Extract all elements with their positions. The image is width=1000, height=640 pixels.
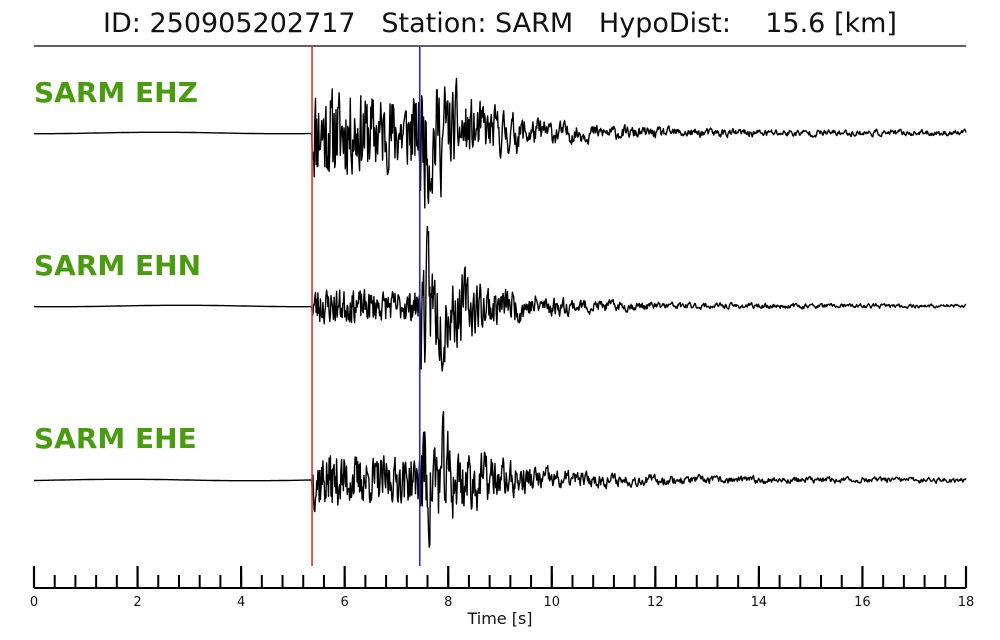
x-tick-label: 18 [958, 595, 975, 610]
channel-label: SARM EHN [34, 249, 201, 282]
time-axis: 0 2 4 6 8 10 12 14 16 18 [30, 566, 974, 610]
x-tick-label: 14 [751, 595, 768, 610]
x-tick-label: 16 [854, 595, 871, 610]
x-tick-label: 10 [544, 595, 561, 610]
x-axis-label: Time [s] [466, 609, 532, 628]
trace-group [33, 77, 967, 548]
waveform-trace [33, 77, 967, 209]
x-tick-label: 2 [133, 595, 141, 610]
channel-labels: SARM EHZ SARM EHN SARM EHE [34, 76, 201, 455]
x-tick-label: 0 [30, 595, 38, 610]
x-tick-label: 8 [444, 595, 452, 610]
x-tick-label: 6 [341, 595, 349, 610]
chart-title: ID: 250905202717 Station: SARM HypoDist:… [103, 8, 897, 39]
channel-label: SARM EHE [34, 422, 197, 455]
channel-label: SARM EHZ [34, 76, 198, 109]
x-tick-label: 12 [647, 595, 664, 610]
waveform-trace [33, 225, 967, 372]
pick-lines [311, 47, 421, 566]
waveform-trace [33, 410, 967, 548]
x-tick-label: 4 [237, 595, 245, 610]
